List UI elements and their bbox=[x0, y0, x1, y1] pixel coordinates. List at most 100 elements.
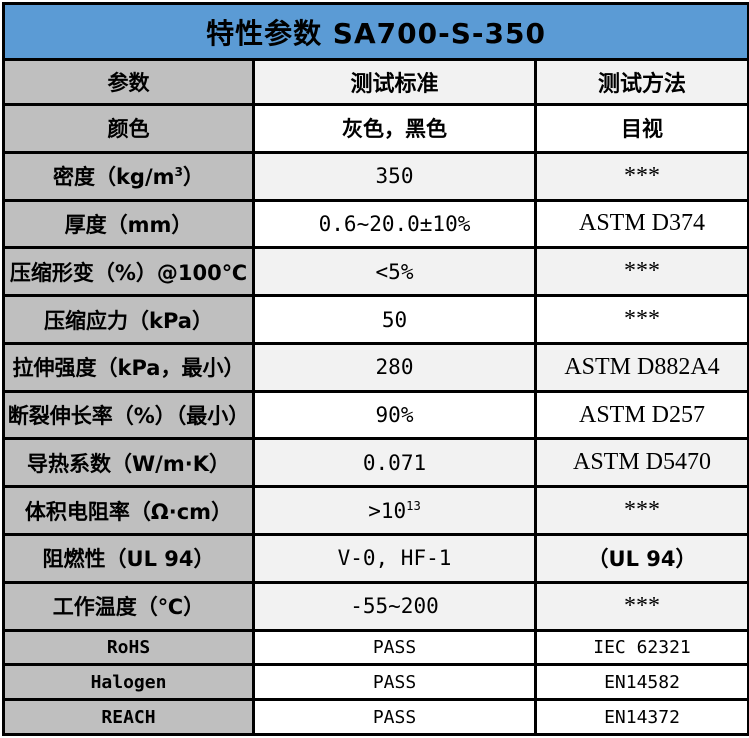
test-standard-value-cell: PASS bbox=[252, 698, 537, 736]
table-row: 压缩形变（%）@100℃ <5% *** bbox=[2, 246, 749, 298]
cell-text: 350 bbox=[375, 164, 414, 189]
parameter-label-cell: 厚度（mm） bbox=[2, 198, 255, 250]
parameter-label-cell: 断裂伸长率（%）（最小） bbox=[2, 389, 255, 441]
parameter-label-cell: 工作温度（℃） bbox=[2, 580, 255, 632]
superscript-text: 3 bbox=[174, 165, 184, 180]
superscript-text: 13 bbox=[406, 498, 421, 513]
cell-text: 280 bbox=[375, 355, 414, 380]
header-cell-test-standard: 测试标准 bbox=[252, 58, 537, 106]
cell-text: PASS bbox=[372, 706, 417, 728]
cell-text: ASTM D882A4 bbox=[564, 353, 720, 380]
test-method-value-cell: *** bbox=[533, 294, 749, 345]
table-title: 特性参数 SA700-S-350 bbox=[1, 2, 749, 61]
table-row: RoHS PASS IEC 62321 bbox=[2, 628, 749, 667]
test-standard-value-cell: V-0, HF-1 bbox=[252, 533, 537, 584]
test-method-value-cell: IEC 62321 bbox=[533, 628, 749, 667]
cell-text: EN14372 bbox=[604, 706, 680, 728]
title-row: 特性参数 SA700-S-350 bbox=[1, 2, 749, 61]
test-standard-value-cell: PASS bbox=[252, 628, 537, 667]
cell-text: *** bbox=[624, 258, 660, 285]
cell-text: ASTM D5470 bbox=[573, 449, 712, 476]
cell-text: 50 bbox=[381, 307, 408, 332]
cell-text: 断裂伸长率（%）（最小） bbox=[7, 404, 250, 429]
table-row: 厚度（mm） 0.6~20.0±10% ASTM D374 bbox=[2, 198, 749, 250]
cell-text: 密度（kg/m bbox=[52, 165, 175, 190]
cell-text: ASTM D257 bbox=[579, 401, 706, 428]
cell-text: PASS bbox=[372, 636, 417, 658]
table-row: REACH PASS EN14372 bbox=[2, 698, 749, 736]
table-row: 导热系数（W/m·K） 0.071 ASTM D5470 bbox=[2, 437, 749, 489]
test-method-value-cell: ASTM D5470 bbox=[533, 437, 749, 489]
test-standard-value-cell: 0.071 bbox=[252, 437, 537, 489]
test-method-value-cell: *** bbox=[533, 485, 749, 537]
cell-text: 导热系数（W/m·K） bbox=[27, 451, 230, 476]
cell-text: 厚度（mm） bbox=[64, 212, 193, 237]
test-standard-value-cell: 280 bbox=[252, 341, 537, 393]
parameter-label-cell: REACH bbox=[2, 698, 255, 736]
parameter-label-cell: 导热系数（W/m·K） bbox=[2, 437, 255, 489]
test-method-value-cell: 目视 bbox=[533, 103, 749, 154]
test-standard-value-cell: 灰色，黑色 bbox=[252, 103, 537, 154]
cell-text: EN14582 bbox=[604, 671, 680, 693]
cell-text: 体积电阻率（Ω·cm） bbox=[24, 499, 233, 524]
test-standard-value-cell: 90% bbox=[252, 389, 537, 441]
cell-text: 阻燃性（UL 94） bbox=[42, 547, 215, 572]
parameter-label-cell: 拉伸强度（kPa，最小） bbox=[2, 341, 255, 393]
cell-text: 0.6~20.0±10% bbox=[318, 211, 471, 236]
test-method-value-cell: ASTM D374 bbox=[533, 198, 749, 250]
test-method-value-cell: ASTM D882A4 bbox=[533, 341, 749, 393]
cell-text: 颜色 bbox=[107, 117, 150, 142]
cell-text: PASS bbox=[372, 671, 417, 693]
table-row: 体积电阻率（Ω·cm） >1013 *** bbox=[2, 485, 749, 537]
table-row: 密度（kg/m3） 350 *** bbox=[2, 150, 749, 202]
cell-text: （UL 94） bbox=[587, 547, 697, 572]
cell-text: REACH bbox=[101, 706, 156, 728]
cell-text: ASTM D374 bbox=[579, 210, 706, 237]
cell-text: 拉伸强度（kPa，最小） bbox=[12, 356, 245, 381]
parameter-label-cell: Halogen bbox=[2, 663, 255, 702]
test-standard-value-cell: PASS bbox=[252, 663, 537, 702]
test-standard-value-cell: 350 bbox=[252, 150, 537, 202]
parameter-label-cell: 体积电阻率（Ω·cm） bbox=[2, 485, 255, 537]
parameter-label-cell: 压缩形变（%）@100℃ bbox=[2, 246, 255, 298]
parameter-label-cell: RoHS bbox=[2, 628, 255, 667]
cell-text: -55~200 bbox=[350, 594, 439, 619]
cell-text: 压缩形变（%）@100℃ bbox=[9, 260, 248, 285]
parameter-label-cell: 阻燃性（UL 94） bbox=[2, 533, 255, 584]
cell-text: 90% bbox=[375, 403, 414, 428]
cell-text: ） bbox=[183, 165, 205, 190]
test-standard-value-cell: >1013 bbox=[252, 485, 537, 537]
cell-text: *** bbox=[624, 306, 660, 333]
cell-text: 目视 bbox=[621, 117, 663, 142]
cell-text: <5% bbox=[375, 259, 414, 284]
cell-text: *** bbox=[624, 162, 660, 189]
table-row: Halogen PASS EN14582 bbox=[2, 663, 749, 702]
test-standard-value-cell: -55~200 bbox=[252, 580, 537, 632]
cell-text: 灰色，黑色 bbox=[342, 117, 447, 142]
table-row: 断裂伸长率（%）（最小） 90% ASTM D257 bbox=[2, 389, 749, 441]
test-method-value-cell: EN14582 bbox=[533, 663, 749, 702]
cell-text: 压缩应力（kPa） bbox=[44, 308, 213, 333]
test-method-value-cell: ASTM D257 bbox=[533, 389, 749, 441]
test-method-value-cell: EN14372 bbox=[533, 698, 749, 736]
header-row: 参数 测试标准 测试方法 bbox=[2, 58, 749, 106]
cell-text: Halogen bbox=[90, 671, 167, 693]
cell-text: 工作温度（℃） bbox=[52, 595, 205, 620]
table-row: 工作温度（℃） -55~200 *** bbox=[2, 580, 749, 632]
test-method-value-cell: *** bbox=[533, 580, 749, 632]
test-standard-value-cell: 0.6~20.0±10% bbox=[252, 198, 537, 250]
cell-text: RoHS bbox=[106, 636, 151, 658]
table-row: 阻燃性（UL 94） V-0, HF-1 （UL 94） bbox=[2, 533, 749, 584]
header-cell-parameter: 参数 bbox=[2, 58, 255, 106]
test-method-value-cell: （UL 94） bbox=[533, 533, 749, 584]
cell-text: V-0, HF-1 bbox=[337, 546, 452, 571]
table-row: 压缩应力（kPa） 50 *** bbox=[2, 294, 749, 345]
test-standard-value-cell: 50 bbox=[252, 294, 537, 345]
cell-text: *** bbox=[624, 592, 660, 619]
table-row: 颜色 灰色，黑色 目视 bbox=[2, 103, 749, 154]
table-row: 拉伸强度（kPa，最小） 280 ASTM D882A4 bbox=[2, 341, 749, 393]
cell-text: >10 bbox=[368, 498, 407, 523]
cell-text: *** bbox=[624, 497, 660, 524]
